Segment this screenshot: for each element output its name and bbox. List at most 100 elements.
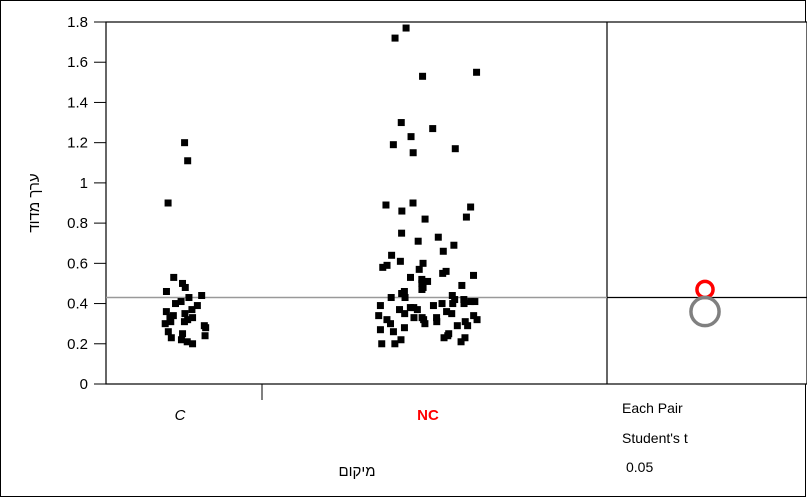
data-point-nc (414, 237, 422, 245)
comparison-circle-c (689, 295, 721, 328)
data-point-nc (461, 318, 469, 326)
data-point-nc (464, 322, 472, 330)
data-point-nc (383, 316, 391, 324)
data-point-c (181, 283, 189, 291)
data-point-nc (401, 310, 409, 318)
data-point-nc (376, 326, 384, 334)
data-point-nc (398, 207, 406, 215)
data-point-c (166, 314, 174, 322)
data-point-c (179, 330, 187, 338)
data-point-nc (401, 294, 409, 302)
data-point-nc (389, 328, 397, 336)
data-point-nc (467, 203, 475, 211)
data-point-nc (460, 300, 468, 308)
y-tick-label: 1.2 (67, 135, 88, 152)
data-point-nc (433, 318, 441, 326)
data-point-c (179, 279, 187, 287)
circles-title-line-3: 0.05 (626, 459, 653, 475)
y-tick-label: 0.8 (67, 215, 88, 232)
data-point-nc (398, 229, 406, 237)
data-point-nc (438, 300, 446, 308)
data-point-nc (389, 141, 397, 149)
data-point-c (170, 273, 178, 281)
data-point-c (189, 340, 197, 348)
data-point-nc (398, 290, 406, 297)
data-point-nc (407, 133, 415, 141)
data-point-nc (443, 308, 451, 316)
data-point-nc (461, 334, 469, 342)
data-point-nc (440, 334, 448, 342)
data-point-nc (376, 302, 384, 310)
data-point-nc (396, 306, 404, 314)
data-point-nc (418, 279, 426, 287)
y-axis-label: ערך מדוד (26, 173, 43, 232)
data-point-c (164, 328, 172, 336)
y-tick-label: 1 (80, 175, 88, 192)
data-point-nc (470, 312, 478, 320)
data-point-c (193, 302, 201, 310)
data-point-nc (450, 241, 458, 249)
data-point-nc (453, 322, 461, 330)
data-point-c (189, 314, 197, 322)
data-point-c (161, 320, 169, 328)
data-point-nc (410, 314, 418, 322)
data-point-nc (433, 314, 441, 322)
y-tick-label: 1.4 (67, 94, 88, 111)
data-point-nc (451, 145, 459, 153)
data-point-nc (397, 119, 405, 127)
data-point-nc (473, 316, 481, 324)
data-point-nc (419, 72, 427, 80)
data-point-c (162, 308, 170, 316)
data-point-nc (460, 296, 468, 304)
data-point-nc (418, 275, 426, 283)
data-point-c (162, 287, 170, 295)
data-point-nc (396, 257, 404, 265)
data-point-c (164, 199, 172, 207)
data-point-nc (379, 263, 387, 271)
data-point-nc (462, 213, 470, 221)
x-category-label-c: C (175, 407, 186, 424)
data-point-nc (448, 310, 456, 318)
data-point-nc (400, 324, 408, 332)
data-point-nc (429, 302, 437, 310)
data-point-c (188, 306, 196, 314)
data-point-c (181, 310, 189, 318)
data-point-nc (415, 265, 423, 273)
data-point-c (184, 157, 192, 165)
data-point-c (177, 336, 185, 344)
data-point-c (185, 294, 193, 302)
data-point-nc (449, 300, 457, 308)
data-point-c (202, 324, 210, 332)
data-point-nc (391, 340, 399, 348)
data-point-nc (448, 292, 456, 300)
data-point-nc (458, 281, 466, 289)
data-point-nc (409, 199, 417, 207)
data-point-c (198, 292, 206, 300)
data-point-nc (387, 320, 395, 328)
data-point-nc (421, 320, 429, 328)
data-point-nc (409, 149, 417, 157)
data-point-nc (387, 294, 395, 302)
y-axis: 0 0.2 0.4 0.6 0.8 1 1.2 1.4 1.6 1.8 (67, 14, 106, 393)
data-point-nc (434, 233, 442, 241)
data-point-nc (378, 340, 386, 348)
data-point-nc (470, 271, 478, 279)
data-point-c (183, 338, 191, 346)
data-point-nc (424, 277, 432, 285)
data-point-nc (421, 215, 429, 223)
data-point-nc (388, 251, 396, 259)
y-tick-label: 1.8 (67, 14, 88, 31)
data-point-nc (402, 24, 410, 32)
data-point-nc (444, 332, 452, 340)
circles-title-line-2: Student's t (622, 430, 688, 446)
data-point-c (201, 332, 209, 340)
data-point-c (167, 334, 175, 342)
data-point-nc (467, 298, 475, 306)
y-tick-label: 0.6 (67, 255, 88, 272)
comparison-circles (689, 279, 721, 328)
data-point-nc (391, 34, 399, 42)
x-category-label-nc: NC (417, 407, 439, 424)
y-tick-label: 1.6 (67, 54, 88, 71)
plot-area (105, 21, 807, 385)
